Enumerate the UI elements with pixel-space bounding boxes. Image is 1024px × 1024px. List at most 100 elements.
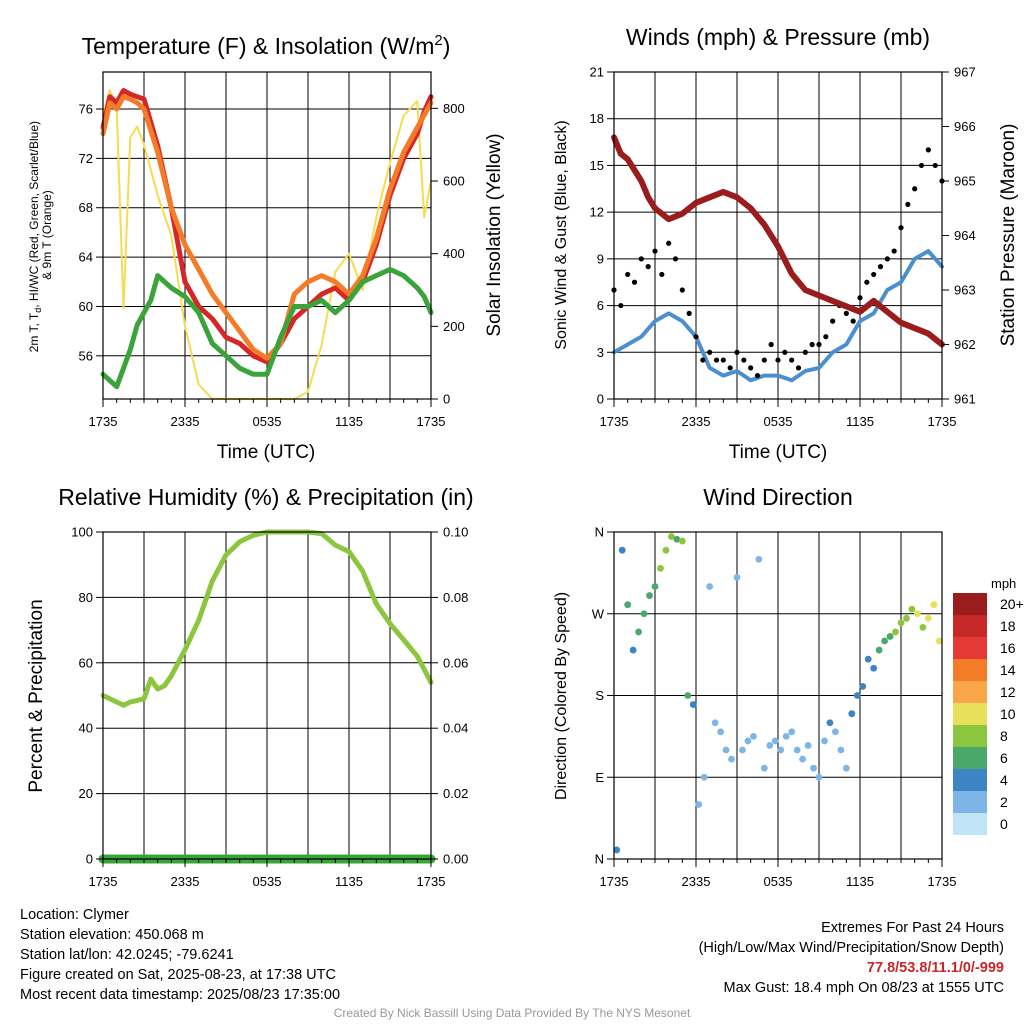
y-tick-label-right: 800 bbox=[443, 101, 465, 116]
legend-label: 0 bbox=[1000, 816, 1008, 832]
legend-swatch bbox=[953, 791, 987, 813]
recent-timestamp: Most recent data timestamp: 2025/08/23 1… bbox=[20, 987, 341, 1003]
y-tick-label: 9 bbox=[597, 251, 604, 266]
gust-point bbox=[686, 310, 692, 316]
direction-point bbox=[782, 732, 790, 740]
gust-point bbox=[768, 341, 774, 348]
gust-point bbox=[850, 318, 856, 324]
gust-point bbox=[638, 256, 644, 262]
direction-point bbox=[799, 755, 806, 763]
y-tick-label: N bbox=[595, 852, 604, 867]
direction-point bbox=[695, 801, 703, 808]
gust-point bbox=[693, 334, 699, 340]
direction-point bbox=[903, 614, 910, 622]
gust-point bbox=[843, 310, 849, 316]
direction-point bbox=[826, 719, 834, 727]
y-tick-label: E bbox=[595, 770, 604, 785]
x-tick-label: 1135 bbox=[335, 414, 363, 429]
y-tick-label-right: 966 bbox=[954, 119, 976, 134]
station-latlon: Station lat/lon: 42.0245; -79.6241 bbox=[20, 947, 234, 963]
x-tick-label: 1735 bbox=[417, 874, 446, 889]
direction-point bbox=[875, 646, 883, 654]
direction-point bbox=[771, 737, 779, 745]
x-tick-label: 1735 bbox=[928, 414, 957, 429]
legend-label: 6 bbox=[1000, 750, 1008, 766]
direction-point bbox=[815, 773, 823, 781]
direction-point bbox=[700, 773, 708, 781]
gust-point bbox=[625, 271, 631, 278]
x-tick-label: 1735 bbox=[417, 414, 446, 429]
direction-point bbox=[870, 664, 878, 672]
extremes-info: Extremes For Past 24 Hours (High/Low/Max… bbox=[699, 918, 1004, 998]
gust-point bbox=[830, 318, 836, 324]
y-tick-label: 72 bbox=[79, 151, 93, 166]
x-tick-label: 1135 bbox=[335, 874, 363, 889]
gust-point bbox=[707, 349, 713, 355]
y-tick-label-right: 200 bbox=[443, 319, 465, 334]
temperature-panel: Temperature (F) & Insolation (W/m2) 1735… bbox=[27, 32, 505, 463]
direction-point bbox=[640, 610, 648, 618]
y-tick-label: 0 bbox=[597, 392, 604, 407]
y-tick-label-right: 964 bbox=[954, 228, 976, 243]
humidity-title: Relative Humidity (%) & Precipitation (i… bbox=[58, 484, 473, 510]
direction-point bbox=[859, 683, 867, 690]
gust-point bbox=[932, 162, 938, 169]
y-tick-label: 21 bbox=[590, 65, 604, 80]
direction-point bbox=[804, 742, 812, 749]
direction-point bbox=[618, 546, 626, 554]
direction-point bbox=[924, 614, 932, 622]
gust-point bbox=[652, 248, 658, 254]
gust-point bbox=[789, 357, 795, 363]
x-tick-label: 2335 bbox=[171, 414, 200, 429]
gust-point bbox=[700, 357, 706, 363]
x-tick-label: 1135 bbox=[846, 414, 874, 429]
gust-point bbox=[713, 357, 720, 363]
direction-point bbox=[842, 764, 850, 772]
direction-point bbox=[739, 746, 746, 754]
direction-point bbox=[684, 692, 692, 699]
y-tick-label-right: 0.00 bbox=[443, 852, 468, 867]
gust-point bbox=[775, 357, 781, 363]
x-tick-label: 2335 bbox=[682, 414, 711, 429]
gust-point bbox=[659, 271, 665, 278]
wind-pressure-title: Winds (mph) & Pressure (mb) bbox=[626, 24, 930, 50]
wind-pressure-panel: Winds (mph) & Pressure (mb) 1735 2335 0535… bbox=[553, 24, 1019, 463]
pressure-line bbox=[611, 134, 945, 348]
x-tick-label: 0535 bbox=[764, 874, 793, 889]
gust-point bbox=[877, 264, 884, 270]
legend-label: 2 bbox=[1000, 794, 1008, 810]
direction-point bbox=[788, 728, 796, 736]
legend-label: 16 bbox=[1000, 640, 1016, 656]
legend-swatch bbox=[953, 747, 987, 769]
direction-point bbox=[864, 655, 872, 663]
humidity-panel: Relative Humidity (%) & Precipitation (i… bbox=[26, 484, 474, 889]
station-info: Location: Clymer Station elevation: 450.… bbox=[20, 905, 340, 1005]
direction-point bbox=[689, 701, 697, 708]
gust-point bbox=[802, 349, 808, 355]
wind-speed-line bbox=[612, 249, 944, 383]
direction-point bbox=[897, 619, 905, 627]
direction-point bbox=[733, 574, 741, 581]
direction-ylabel: Direction (Colored By Speed) bbox=[553, 592, 570, 800]
legend-label: 10 bbox=[1000, 706, 1016, 722]
x-tick-label: 2335 bbox=[682, 874, 711, 889]
gust-point bbox=[679, 287, 685, 293]
temperature-line bbox=[100, 266, 434, 390]
legend-swatch bbox=[953, 593, 987, 615]
direction-point bbox=[848, 710, 856, 718]
figure-created: Figure created on Sat, 2025-08-23, at 17… bbox=[20, 967, 336, 983]
direction-point bbox=[668, 533, 675, 540]
gust-point bbox=[734, 349, 740, 355]
gust-point bbox=[761, 357, 767, 363]
legend-label: 8 bbox=[1000, 728, 1008, 744]
direction-point bbox=[635, 628, 642, 636]
direction-point bbox=[930, 601, 938, 609]
direction-point bbox=[651, 583, 659, 590]
gust-point bbox=[918, 162, 925, 169]
temperature-ylabel: 2m T, Td, HI/WC (Red, Green, Scarlet/Blu… bbox=[27, 118, 54, 353]
legend-swatch bbox=[953, 813, 987, 835]
gust-point bbox=[925, 147, 931, 153]
y-tick-label: 20 bbox=[79, 786, 93, 801]
gust-point bbox=[857, 295, 863, 301]
y-tick-label-right: 0.02 bbox=[443, 786, 468, 801]
